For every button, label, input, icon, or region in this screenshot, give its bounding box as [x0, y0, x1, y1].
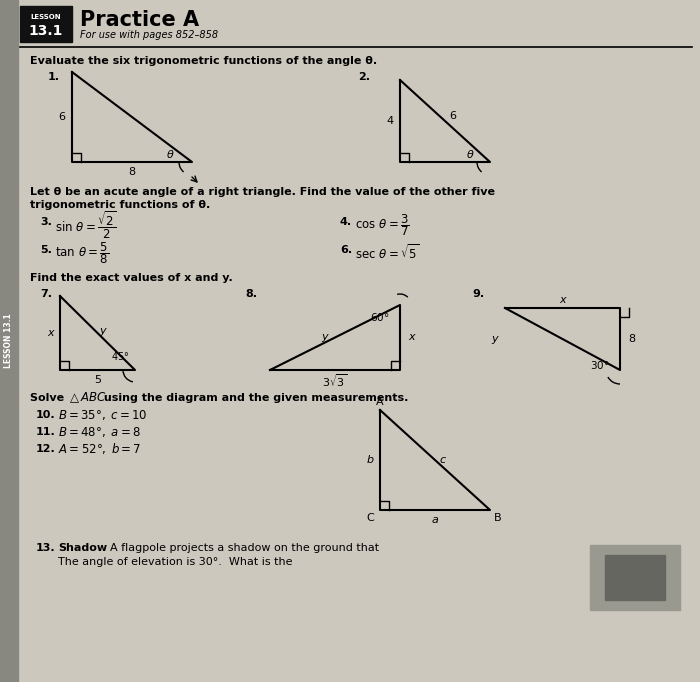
Text: $B = 35°,\;c = 10$: $B = 35°,\;c = 10$ — [58, 408, 148, 422]
Text: A: A — [376, 397, 384, 407]
Bar — [0, 0, 18, 682]
Text: For use with pages 852–858: For use with pages 852–858 — [80, 30, 218, 40]
Text: Let θ be an acute angle of a right triangle. Find the value of the other five: Let θ be an acute angle of a right trian… — [30, 187, 495, 197]
Text: 5.: 5. — [40, 245, 52, 255]
Text: 8: 8 — [128, 167, 136, 177]
Text: Find the exact values of x and y.: Find the exact values of x and y. — [30, 273, 232, 283]
Text: $30°$: $30°$ — [590, 359, 610, 371]
Text: $\sec\,\theta = \sqrt{5}$: $\sec\,\theta = \sqrt{5}$ — [355, 243, 419, 263]
Text: Practice A: Practice A — [80, 10, 199, 30]
Text: 12.: 12. — [36, 444, 56, 454]
Text: $A = 52°,\;b = 7$: $A = 52°,\;b = 7$ — [58, 441, 141, 456]
Text: $\theta$: $\theta$ — [466, 148, 475, 160]
Text: b: b — [366, 455, 374, 465]
Text: x: x — [48, 328, 55, 338]
Text: 11.: 11. — [36, 427, 56, 437]
Text: B: B — [494, 513, 502, 523]
Text: $45°$: $45°$ — [111, 350, 130, 362]
Text: trigonometric functions of θ.: trigonometric functions of θ. — [30, 200, 210, 210]
Text: 8: 8 — [628, 334, 635, 344]
Text: $B = 48°,\;a = 8$: $B = 48°,\;a = 8$ — [58, 425, 141, 439]
Text: y: y — [99, 326, 106, 336]
Text: $3\sqrt{3}$: $3\sqrt{3}$ — [323, 372, 347, 389]
Text: 1.: 1. — [48, 72, 60, 82]
Text: 6: 6 — [449, 111, 456, 121]
Text: 13.: 13. — [36, 543, 55, 553]
Text: 9.: 9. — [472, 289, 484, 299]
Text: using the diagram and the given measurements.: using the diagram and the given measurem… — [100, 393, 408, 403]
Text: $\sin\,\theta = \dfrac{\sqrt{2}}{2}$: $\sin\,\theta = \dfrac{\sqrt{2}}{2}$ — [55, 209, 117, 241]
Text: 13.1: 13.1 — [29, 24, 63, 38]
Text: a: a — [432, 515, 438, 525]
Text: 6: 6 — [59, 112, 66, 122]
Text: 5: 5 — [94, 375, 101, 385]
Text: 4.: 4. — [340, 217, 352, 227]
Text: LESSON 13.1: LESSON 13.1 — [4, 314, 13, 368]
Text: A flagpole projects a shadow on the ground that: A flagpole projects a shadow on the grou… — [103, 543, 379, 553]
Text: x: x — [559, 295, 566, 305]
Text: $\cos\,\theta = \dfrac{3}{7}$: $\cos\,\theta = \dfrac{3}{7}$ — [355, 212, 409, 238]
Text: $\triangle ABC$: $\triangle ABC$ — [67, 391, 107, 405]
Text: 7.: 7. — [40, 289, 52, 299]
Text: Evaluate the six trigonometric functions of the angle θ.: Evaluate the six trigonometric functions… — [30, 56, 377, 66]
Text: c: c — [440, 455, 446, 465]
Text: 3.: 3. — [40, 217, 52, 227]
Text: 8.: 8. — [245, 289, 257, 299]
Bar — [590, 545, 680, 610]
Text: y: y — [322, 333, 328, 342]
Text: 10.: 10. — [36, 410, 55, 420]
Text: 2.: 2. — [358, 72, 370, 82]
Text: x: x — [408, 333, 414, 342]
Text: $\theta$: $\theta$ — [166, 148, 174, 160]
Text: Solve: Solve — [30, 393, 68, 403]
Text: The angle of elevation is 30°.  What is the: The angle of elevation is 30°. What is t… — [58, 557, 293, 567]
Text: y: y — [491, 334, 498, 344]
Text: 6.: 6. — [340, 245, 352, 255]
Text: 4: 4 — [386, 116, 393, 126]
Text: $\tan\,\theta = \dfrac{5}{8}$: $\tan\,\theta = \dfrac{5}{8}$ — [55, 240, 109, 266]
Bar — [605, 555, 665, 600]
Bar — [20, 6, 72, 42]
Text: $60°$: $60°$ — [370, 311, 389, 323]
Text: C: C — [366, 513, 374, 523]
Text: Shadow: Shadow — [58, 543, 107, 553]
Text: LESSON: LESSON — [31, 14, 62, 20]
